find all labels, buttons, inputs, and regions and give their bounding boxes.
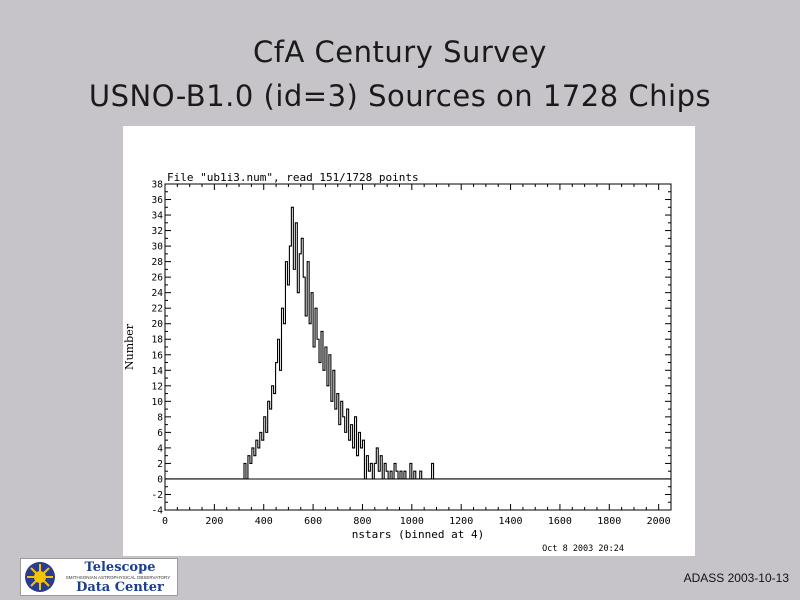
histogram-step-line — [165, 206, 671, 480]
y-tick-label: 38 — [152, 180, 164, 191]
y-tick-label: 0 — [157, 474, 163, 485]
plot-frame — [164, 183, 672, 511]
logo-subtitle: SMITHSONIAN ASTROPHYSICAL OBSERVATORY — [65, 575, 171, 580]
y-tick-label: 28 — [152, 257, 164, 268]
x-tick-label: 1400 — [499, 516, 523, 527]
x-tick-label: 800 — [353, 516, 371, 527]
axis-ticks: 0 200 400 600 800 1000 1200 1400 1600 1800 2000-4-… — [152, 180, 671, 527]
y-tick-label: 6 — [157, 428, 163, 439]
x-tick-label: 0 — [162, 516, 168, 527]
y-tick-label: 30 — [152, 242, 164, 253]
logo-title-telescope: Telescope — [84, 560, 156, 575]
logo-title-data-center: Data Center — [76, 580, 164, 595]
y-tick-label: 8 — [157, 412, 163, 423]
x-tick-label: 1600 — [548, 516, 572, 527]
x-tick-label: 1800 — [597, 516, 621, 527]
x-tick-label: 200 — [205, 516, 223, 527]
y-tick-label: 20 — [152, 319, 164, 330]
sun-logo-icon — [25, 562, 55, 592]
x-tick-label: 2000 — [647, 516, 671, 527]
y-tick-label: 14 — [152, 366, 164, 377]
x-tick-label: 1000 — [400, 516, 424, 527]
x-axis-label: nstars (binned at 4) — [352, 528, 484, 541]
y-axis-label: Number — [123, 323, 136, 370]
y-tick-label: 10 — [152, 397, 164, 408]
slide-title-line1: CfA Century Survey — [253, 35, 547, 69]
histogram-plot-panel: File "ub1i3.num", read 151/1728 points 0… — [123, 126, 695, 556]
x-tick-label: 600 — [304, 516, 322, 527]
y-tick-label: 22 — [152, 304, 163, 315]
y-tick-label: 18 — [152, 335, 164, 346]
y-tick-label: 2 — [157, 459, 163, 470]
histogram-series — [165, 206, 671, 480]
slide-title-line2: USNO-B1.0 (id=3) Sources on 1728 Chips — [88, 79, 712, 113]
y-tick-label: -4 — [152, 506, 164, 517]
y-tick-label: 36 — [152, 195, 164, 206]
y-tick-label: 32 — [152, 226, 163, 237]
x-tick-label: 400 — [255, 516, 273, 527]
y-tick-label: 26 — [152, 273, 164, 284]
y-tick-label: 34 — [152, 211, 164, 222]
footer-date: ADASS 2003-10-13 — [683, 571, 789, 585]
histogram-chart: File "ub1i3.num", read 151/1728 points 0… — [123, 171, 672, 554]
chart-title: File "ub1i3.num", read 151/1728 points — [167, 171, 419, 184]
y-tick-label: 24 — [152, 288, 164, 299]
telescope-data-center-logo: Telescope SMITHSONIAN ASTROPHYSICAL OBSE… — [20, 558, 178, 596]
y-tick-label: 4 — [157, 443, 163, 454]
x-tick-label: 1200 — [449, 516, 473, 527]
timestamp-label: Oct 8 2003 20:24 — [542, 544, 624, 554]
y-tick-label: 16 — [152, 350, 164, 361]
y-tick-label: -2 — [152, 490, 163, 501]
y-tick-label: 12 — [152, 381, 163, 392]
